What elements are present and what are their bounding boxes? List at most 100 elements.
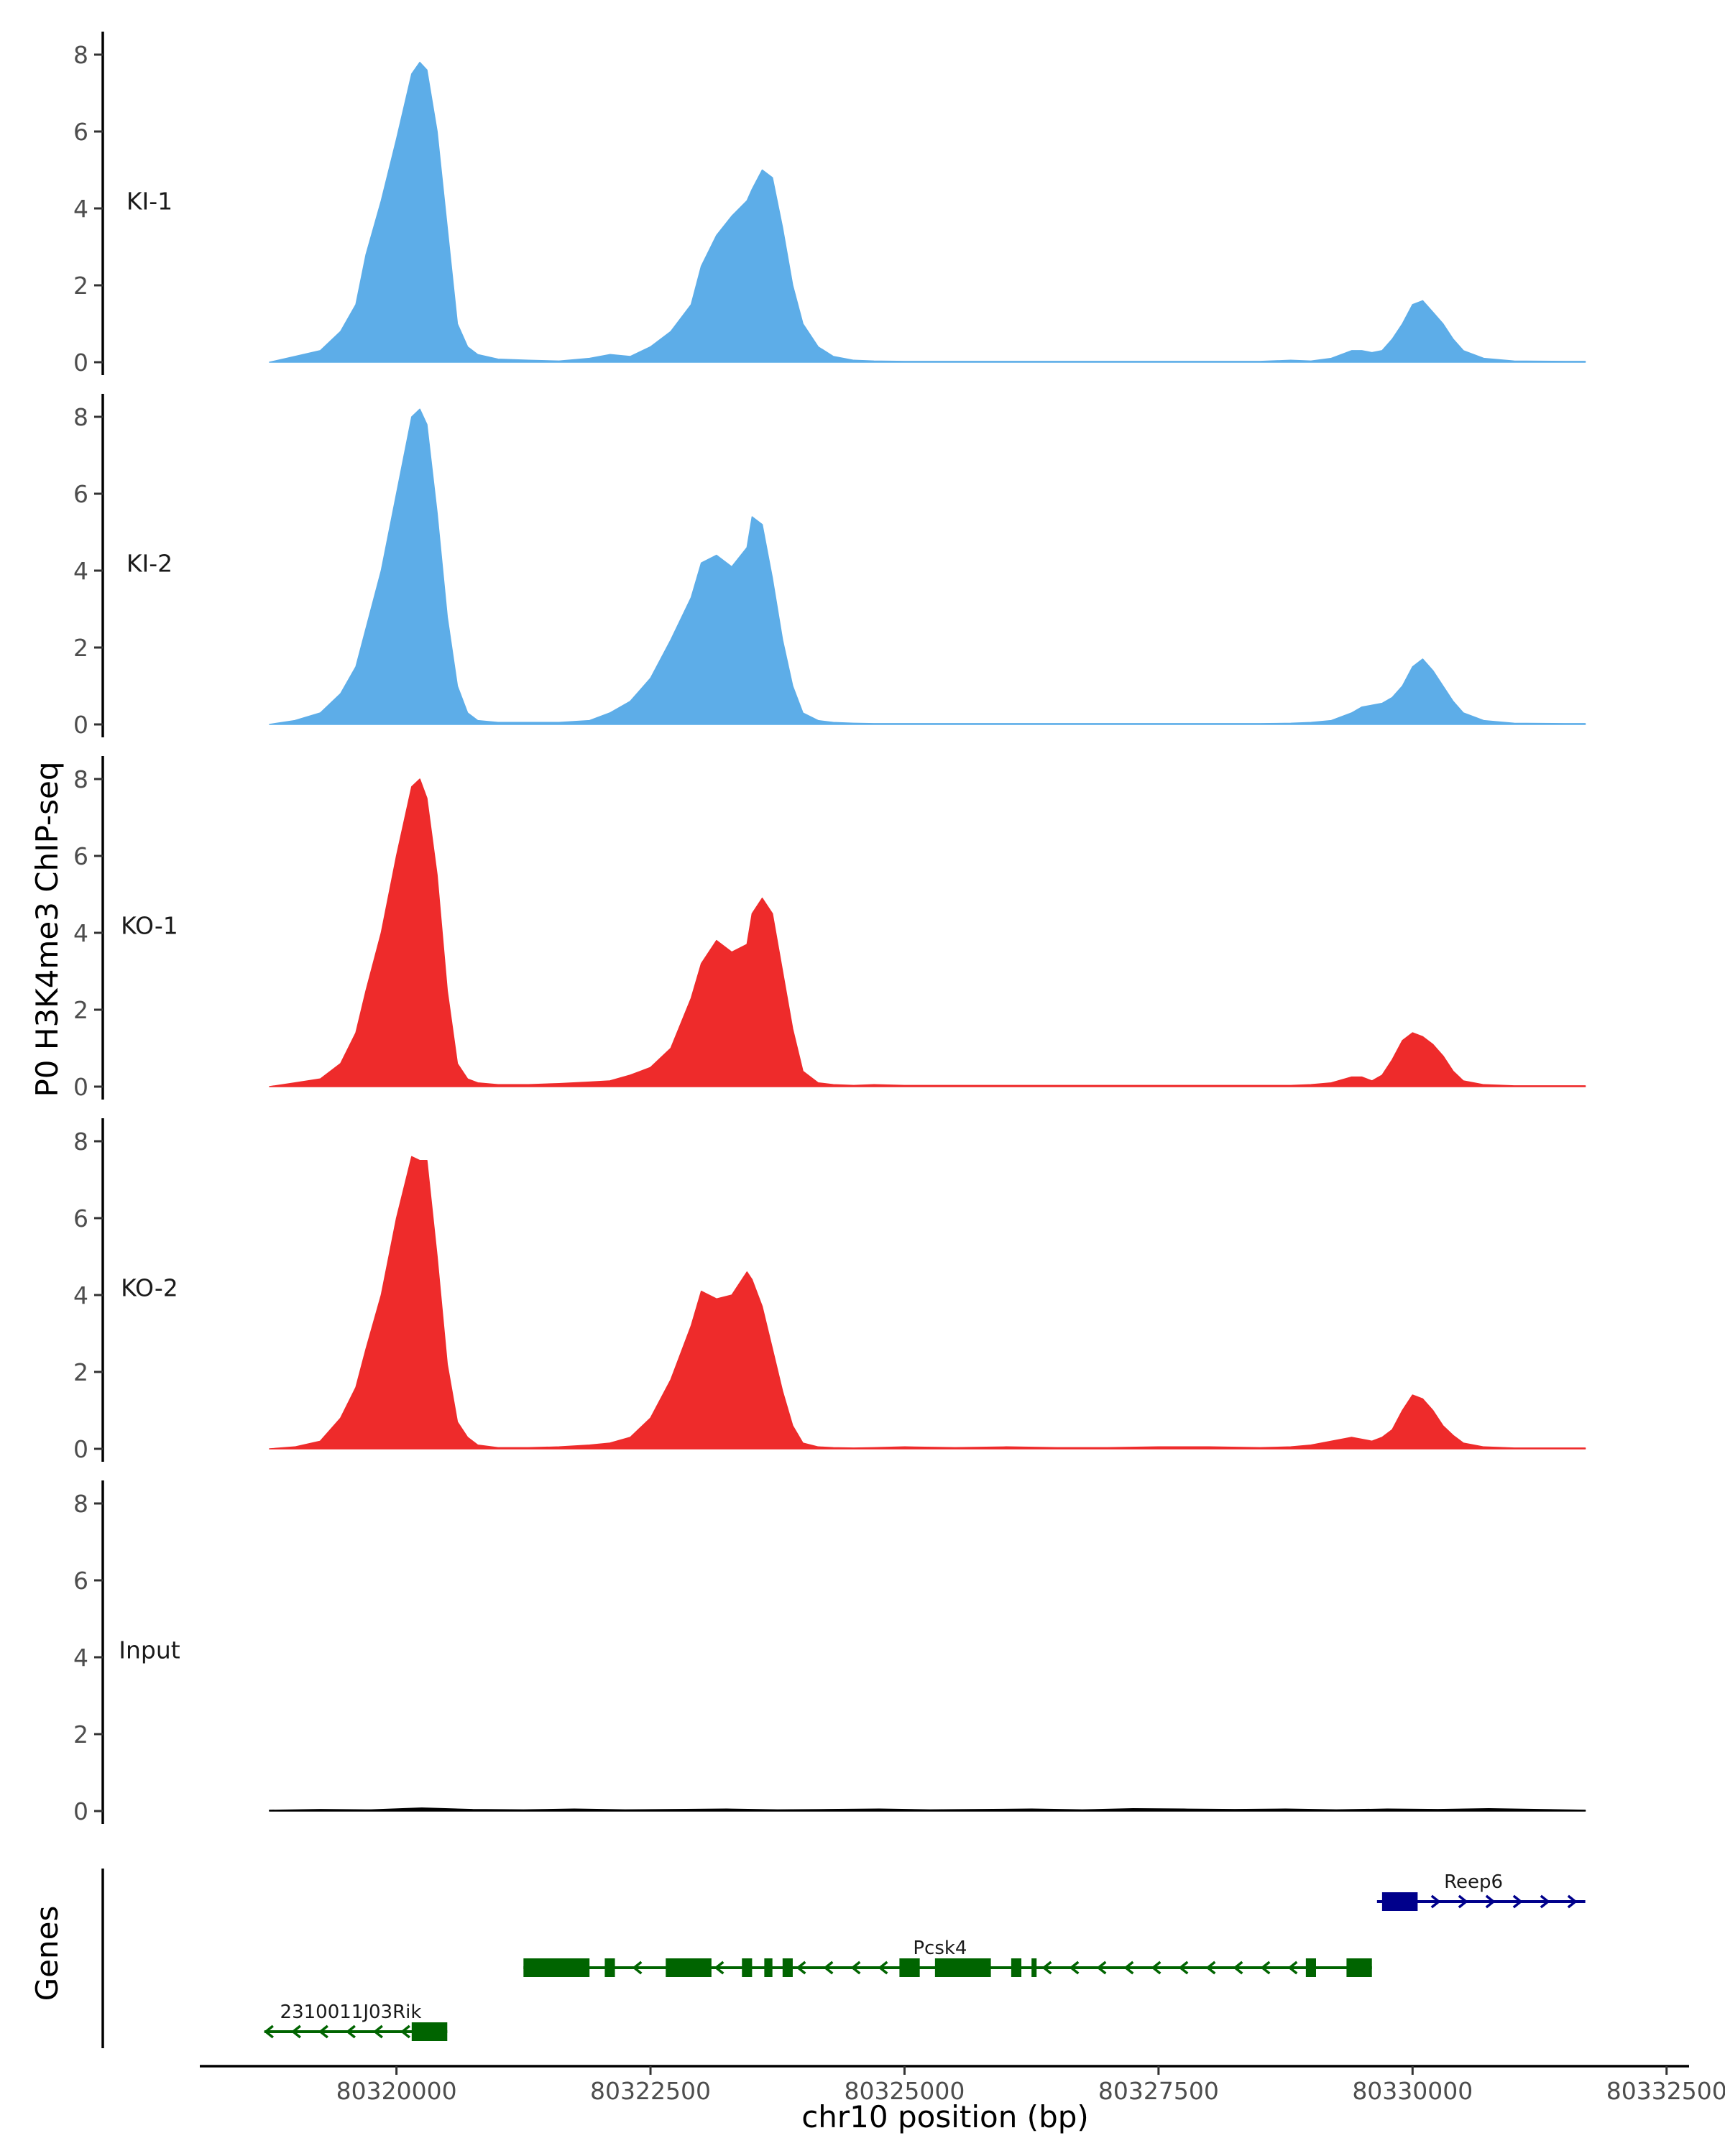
exon-block (764, 1958, 773, 1977)
strand-arrow (291, 2024, 301, 2039)
y-tick-label: 2 (73, 272, 88, 300)
y-tick-label: 2 (73, 1358, 88, 1386)
strand-arrow (1205, 1961, 1216, 1975)
y-tick-label: 4 (73, 919, 88, 947)
strand-arrow (400, 2024, 410, 2039)
track-label: Input (119, 1636, 180, 1664)
strand-arrow (1233, 1961, 1243, 1975)
strand-arrow (1041, 1961, 1052, 1975)
strand-arrow (1069, 1961, 1080, 1975)
exon-block (1031, 1958, 1037, 1977)
track-label: KI-1 (126, 187, 172, 215)
y-tick-label: 4 (73, 195, 88, 223)
strand-arrow (1458, 1894, 1468, 1909)
y-tick-label: 4 (73, 1644, 88, 1672)
x-tick-label: 80332500 (1606, 2077, 1725, 2105)
exon-block (934, 1958, 991, 1977)
strand-arrow (714, 1961, 724, 1975)
strand-arrow (1485, 1894, 1496, 1909)
y-tick-label: 0 (73, 1435, 88, 1463)
exon-block (411, 2022, 448, 2041)
strand-arrow (1287, 1961, 1298, 1975)
exon-block (604, 1958, 615, 1977)
track-ki-1: 0 2 4 6 8 KI-1 (73, 32, 1586, 377)
signal-area (269, 1156, 1586, 1450)
y-tick-label: 2 (73, 634, 88, 662)
exon-block (1011, 1958, 1022, 1977)
y-tick-label: 8 (73, 765, 88, 793)
strand-arrow (1540, 1894, 1550, 1909)
track-label: KO-2 (121, 1273, 178, 1302)
strand-arrow (878, 1961, 888, 1975)
x-axis: 80320000 80322500 80325000 80327500 80330000… (200, 2065, 1725, 2105)
exon-block (523, 1958, 590, 1977)
strand-arrow (1151, 1961, 1162, 1975)
y-tick-label: 2 (73, 996, 88, 1024)
strand-arrow (796, 1961, 806, 1975)
y-tick-label: 4 (73, 1281, 88, 1309)
x-axis-title: chr10 position (bp) (801, 2099, 1089, 2134)
gene-reep6: Reep6 (1376, 1871, 1586, 1911)
exon-block (782, 1958, 793, 1977)
y-tick-label: 6 (73, 118, 88, 146)
track-label: KI-2 (126, 549, 172, 577)
strand-arrow (1512, 1894, 1523, 1909)
exon-block (666, 1958, 712, 1977)
y-tick-label: 2 (73, 1720, 88, 1749)
gene-track: Reep6 Pcsk4 2310011J03Rik (101, 1869, 1586, 2048)
exon-block (1346, 1958, 1372, 1977)
strand-arrow (1260, 1961, 1271, 1975)
x-tick-label: 80327500 (1098, 2077, 1219, 2105)
signal-tracks: 0 2 4 6 8 KI-1 0 2 4 6 8 KI-2 0 2 4 6 8 KO-1 0 2 4 6 8 KO-2 0 2 4 6… (73, 32, 1586, 1825)
y-tick-label: 6 (73, 842, 88, 870)
strand-arrow (264, 2024, 274, 2039)
y-tick-label: 6 (73, 480, 88, 508)
signal-area (269, 778, 1586, 1087)
y-tick-label: 0 (73, 1073, 88, 1101)
y-tick-label: 4 (73, 557, 88, 585)
exon-block (899, 1958, 920, 1977)
exon-block (1305, 1958, 1316, 1977)
strand-arrow (1178, 1961, 1189, 1975)
strand-arrow (1567, 1894, 1578, 1909)
y-tick-label: 8 (73, 41, 88, 69)
x-tick-label: 80325000 (844, 2077, 965, 2105)
strand-arrow (1430, 1894, 1441, 1909)
x-tick-label: 80330000 (1352, 2077, 1473, 2105)
track-ko-1: 0 2 4 6 8 KO-1 (73, 756, 1586, 1101)
strand-arrow (823, 1961, 834, 1975)
signal-area (269, 408, 1586, 725)
genes-axis-title: Genes (29, 1906, 65, 2001)
strand-arrow (632, 1961, 643, 1975)
gene-label: 2310011J03Rik (280, 2001, 422, 2023)
y-tick-label: 0 (73, 711, 88, 739)
track-ki-2: 0 2 4 6 8 KI-2 (73, 394, 1586, 739)
track-input: 0 2 4 6 8 Input (73, 1480, 1586, 1825)
signal-area (269, 61, 1586, 363)
y-tick-label: 8 (73, 1490, 88, 1518)
strand-arrow (346, 2024, 356, 2039)
gene-label: Reep6 (1444, 1871, 1503, 1893)
strand-arrow (1123, 1961, 1134, 1975)
exon-block (1381, 1892, 1418, 1911)
y-tick-label: 6 (73, 1567, 88, 1595)
strand-arrow (1096, 1961, 1107, 1975)
y-tick-label: 8 (73, 403, 88, 431)
track-label: KO-1 (121, 911, 178, 939)
y-tick-label: 8 (73, 1128, 88, 1156)
gene-2310011j03rik: 2310011J03Rik (264, 2001, 448, 2041)
strand-arrow (850, 1961, 861, 1975)
signal-area (269, 1807, 1586, 1812)
track-ko-2: 0 2 4 6 8 KO-2 (73, 1118, 1586, 1463)
strand-arrow (318, 2024, 328, 2039)
y-tick-label: 6 (73, 1204, 88, 1233)
gene-pcsk4: Pcsk4 (523, 1938, 1372, 1977)
y-tick-label: 0 (73, 349, 88, 377)
exon-block (742, 1958, 753, 1977)
strand-arrow (373, 2024, 383, 2039)
y-axis-title: P0 H3K4me3 ChIP-seq (29, 761, 65, 1097)
y-tick-label: 0 (73, 1797, 88, 1825)
x-tick-label: 80320000 (336, 2077, 457, 2105)
